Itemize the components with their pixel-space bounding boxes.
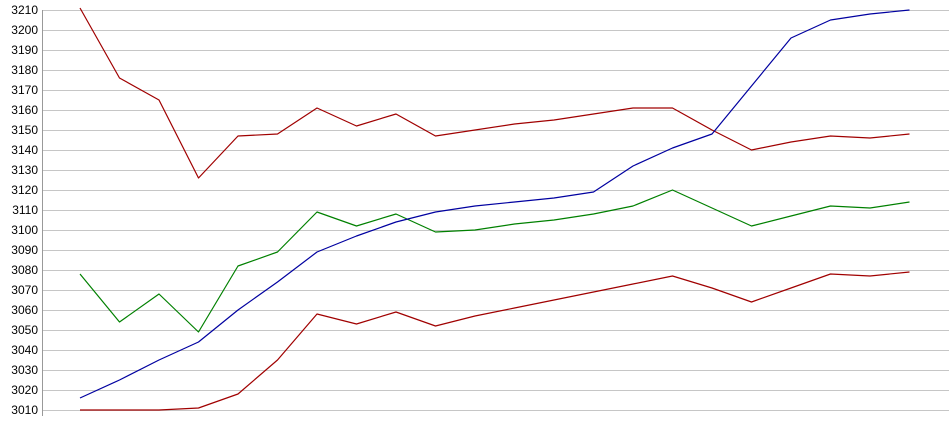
y-axis-tick-label: 3100: [11, 223, 38, 237]
series-line-lower-dark-red: [80, 271, 910, 411]
y-axis-tick-label: 3030: [11, 363, 38, 377]
series-line-upper-dark-red: [79, 7, 910, 179]
y-axis-tick-label: 3150: [11, 123, 38, 137]
y-axis-tick-label: 3130: [11, 163, 38, 177]
y-axis-tick-label: 3050: [11, 323, 38, 337]
y-axis-tick-label: 3080: [11, 263, 38, 277]
y-axis-tick-label: 3160: [11, 103, 38, 117]
y-axis-tick-label: 3090: [11, 243, 38, 257]
y-axis-tick-label: 3170: [11, 83, 38, 97]
y-axis-tick-label: 3140: [11, 143, 38, 157]
y-axis-tick-label: 3010: [11, 403, 38, 417]
y-axis-tick-label: 3180: [11, 63, 38, 77]
series-line-green: [79, 189, 910, 333]
y-axis-tick-label: 3020: [11, 383, 38, 397]
y-axis-tick-label: 3070: [11, 283, 38, 297]
y-axis-tick-label: 3040: [11, 343, 38, 357]
y-axis-tick-label: 3120: [11, 183, 38, 197]
y-axis-tick-label: 3200: [11, 23, 38, 37]
y-axis-tick-label: 3190: [11, 43, 38, 57]
y-axis-tick-label: 3060: [11, 303, 38, 317]
y-axis-tick-label: 3210: [11, 3, 38, 17]
y-axis-tick-label: 3110: [12, 203, 38, 217]
series-line-blue: [79, 9, 910, 399]
